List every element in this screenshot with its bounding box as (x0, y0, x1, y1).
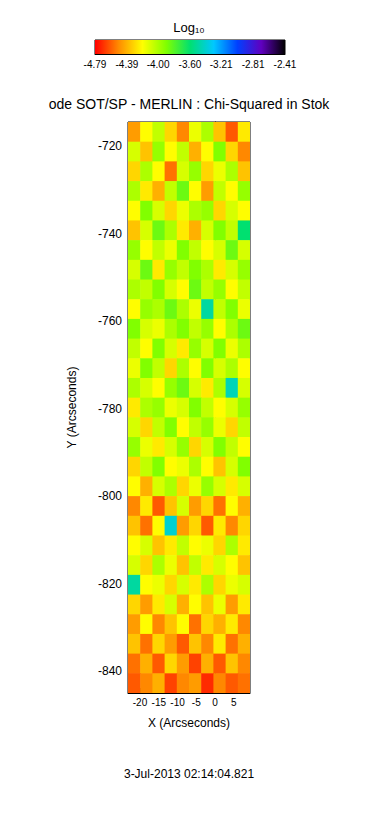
svg-text:X (Arcseconds): X (Arcseconds) (148, 716, 230, 730)
svg-text:-4.79: -4.79 (84, 59, 107, 70)
svg-text:-3.21: -3.21 (210, 59, 233, 70)
svg-text:-780: -780 (98, 402, 122, 416)
svg-text:5: 5 (231, 697, 237, 708)
svg-text:-3.60: -3.60 (179, 59, 202, 70)
svg-text:-5: -5 (192, 697, 201, 708)
svg-text:ode SOT/SP - MERLIN : Chi-Squa: ode SOT/SP - MERLIN : Chi-Squared in Sto… (49, 96, 331, 112)
svg-text:3-Jul-2013 02:14:04.821: 3-Jul-2013 02:14:04.821 (124, 767, 254, 781)
svg-text:-2.81: -2.81 (242, 59, 265, 70)
svg-text:-4.00: -4.00 (147, 59, 170, 70)
svg-text:0: 0 (212, 697, 218, 708)
svg-text:-10: -10 (170, 697, 185, 708)
svg-text:-800: -800 (98, 489, 122, 503)
svg-text:-760: -760 (98, 314, 122, 328)
svg-text:-15: -15 (152, 697, 167, 708)
svg-text:-720: -720 (98, 139, 122, 153)
svg-text:Log₁₀: Log₁₀ (173, 20, 204, 35)
svg-text:-2.41: -2.41 (274, 59, 297, 70)
svg-text:Y (Arcseconds): Y (Arcseconds) (65, 367, 79, 449)
svg-text:-840: -840 (98, 664, 122, 678)
svg-text:-20: -20 (133, 697, 148, 708)
svg-text:-820: -820 (98, 577, 122, 591)
svg-text:-4.39: -4.39 (116, 59, 139, 70)
svg-text:-740: -740 (98, 227, 122, 241)
